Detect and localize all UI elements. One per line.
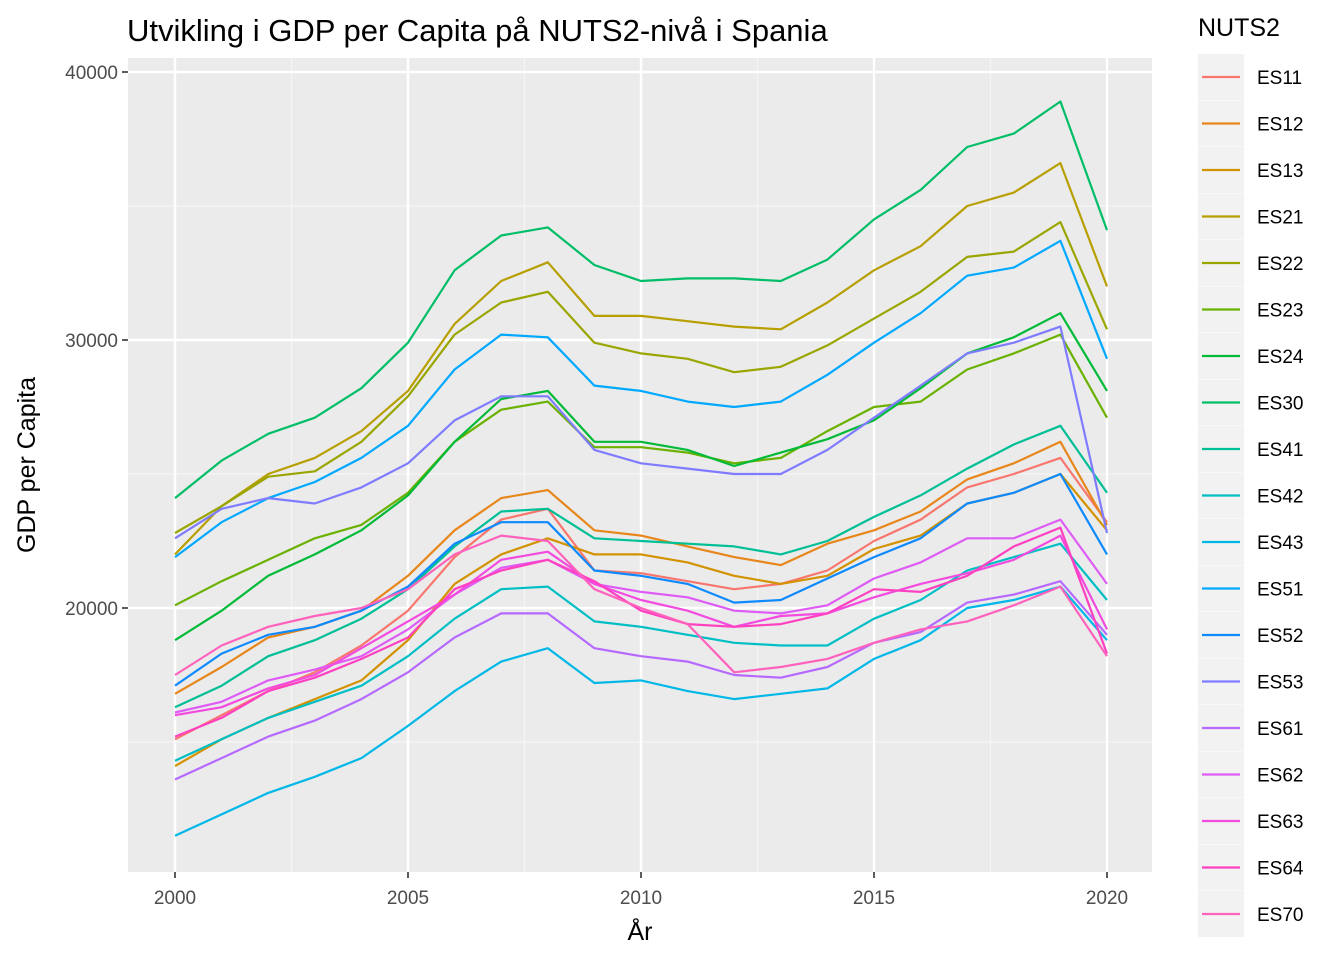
x-tick-label: 2020 — [1086, 888, 1128, 909]
legend-label-es52: ES52 — [1257, 626, 1303, 647]
y-axis-title: GDP per Capita — [13, 377, 41, 553]
y-tick-label: 20000 — [65, 599, 118, 620]
series-line-es63 — [174, 534, 1108, 717]
legend-label-es24: ES24 — [1257, 347, 1304, 368]
x-tick-label: 2000 — [154, 888, 196, 909]
series-lines — [174, 100, 1109, 837]
legend-label-es22: ES22 — [1257, 254, 1303, 275]
legend-label-es30: ES30 — [1257, 394, 1303, 415]
x-tick-label: 2010 — [620, 888, 662, 909]
series-line-es43 — [174, 585, 1108, 837]
x-tick-label: 2005 — [387, 888, 429, 909]
legend-label-es64: ES64 — [1257, 859, 1304, 880]
legend-label-es43: ES43 — [1257, 533, 1303, 554]
series-line-es30 — [174, 100, 1109, 499]
legend-label-es23: ES23 — [1257, 301, 1303, 322]
legend-label-es42: ES42 — [1257, 487, 1303, 508]
legend: ES11 ES12 ES13 ES21 ES22 ES23 ES24 ES30 ES41 ES42… — [1198, 54, 1304, 937]
x-axis: 2000 2005 2010 2015 2020 — [154, 872, 1128, 909]
series-line-es41 — [174, 424, 1108, 709]
series-line-es51 — [174, 239, 1109, 558]
x-axis-title: År — [628, 916, 653, 946]
series-line-es23 — [174, 333, 1108, 607]
legend-label-es51: ES51 — [1257, 580, 1303, 601]
legend-label-es61: ES61 — [1257, 719, 1303, 740]
series-line-es22 — [174, 221, 1109, 534]
legend-label-es41: ES41 — [1257, 440, 1303, 461]
y-tick-label: 30000 — [65, 331, 118, 352]
y-tick-label: 40000 — [65, 63, 118, 84]
legend-label-es12: ES12 — [1257, 115, 1303, 136]
legend-label-es63: ES63 — [1257, 812, 1303, 833]
x-tick-label: 2015 — [853, 888, 895, 909]
series-line-es21 — [174, 162, 1109, 556]
series-line-es53 — [174, 325, 1109, 540]
series-line-es70 — [174, 534, 1108, 676]
legend-label-es21: ES21 — [1257, 208, 1303, 229]
legend-label-es53: ES53 — [1257, 673, 1303, 694]
legend-title: NUTS2 — [1198, 14, 1280, 42]
series-line-es52 — [174, 472, 1108, 687]
series-line-es64 — [174, 526, 1109, 738]
legend-label-es13: ES13 — [1257, 161, 1303, 182]
chart-title: Utvikling i GDP per Capita på NUTS2-nivå… — [127, 13, 828, 48]
legend-label-es62: ES62 — [1257, 766, 1303, 787]
series-line-es11 — [174, 456, 1108, 741]
y-axis: 20000 30000 40000 — [65, 63, 128, 620]
legend-label-es70: ES70 — [1257, 905, 1303, 926]
series-line-es61 — [174, 580, 1108, 781]
legend-label-es11: ES11 — [1257, 68, 1302, 89]
